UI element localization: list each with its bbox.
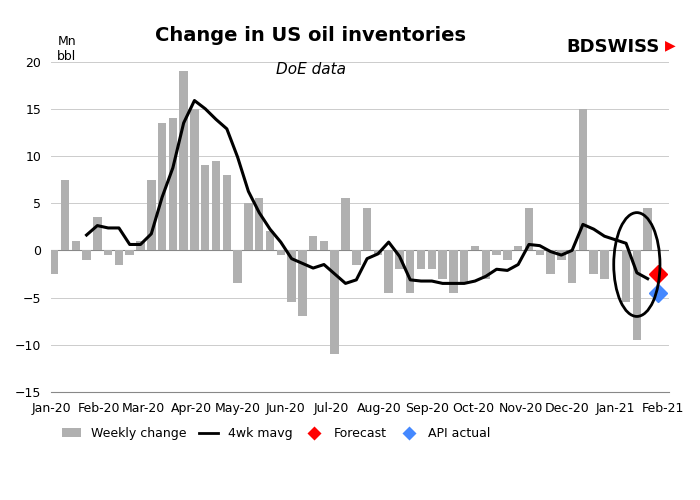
Bar (525, 208, 533, 250)
Bar (438, 250, 447, 278)
Bar (298, 250, 307, 316)
Bar (83, 250, 91, 260)
Bar (169, 118, 177, 250)
Bar (622, 250, 630, 302)
Bar (309, 236, 317, 250)
Bar (212, 160, 220, 250)
Bar (330, 250, 339, 354)
Text: ▶: ▶ (665, 38, 676, 52)
Bar (320, 241, 328, 250)
Bar (104, 250, 113, 255)
Bar (190, 109, 199, 251)
Bar (158, 123, 167, 250)
Bar (514, 246, 522, 250)
Bar (179, 71, 188, 250)
Bar (147, 180, 155, 250)
Bar (266, 232, 274, 250)
Bar (546, 250, 555, 274)
Bar (633, 250, 641, 340)
Bar (568, 250, 576, 284)
Bar (276, 250, 285, 255)
Bar (93, 218, 102, 250)
Bar (374, 250, 382, 255)
Bar (471, 246, 480, 250)
Bar (428, 250, 436, 269)
Bar (536, 250, 544, 255)
Bar (557, 250, 566, 260)
Bar (482, 250, 490, 278)
Bar (643, 208, 652, 250)
Bar (255, 198, 263, 250)
Bar (125, 250, 134, 255)
Text: Mn
bbl: Mn bbl (57, 35, 76, 63)
Bar (579, 109, 587, 251)
Bar (223, 175, 231, 250)
Bar (589, 250, 598, 274)
Bar (395, 250, 404, 269)
Bar (71, 241, 80, 250)
Bar (406, 250, 414, 293)
Legend: Weekly change, 4wk mavg, Forecast, API actual: Weekly change, 4wk mavg, Forecast, API a… (57, 422, 496, 445)
Bar (416, 250, 426, 269)
Bar (503, 250, 512, 260)
Bar (363, 208, 371, 250)
Bar (136, 241, 145, 250)
Bar (492, 250, 500, 255)
Bar (287, 250, 296, 302)
Text: DoE data: DoE data (276, 62, 346, 76)
Bar (201, 166, 209, 250)
Bar (115, 250, 123, 264)
Bar (384, 250, 393, 293)
Text: BDSWISS: BDSWISS (566, 38, 660, 56)
Bar (233, 250, 242, 284)
Bar (342, 198, 350, 250)
Bar (460, 250, 468, 284)
Bar (352, 250, 361, 264)
Bar (244, 203, 253, 250)
Bar (50, 250, 58, 274)
Bar (61, 180, 69, 250)
Title: Change in US oil inventories: Change in US oil inventories (155, 26, 466, 45)
Bar (600, 250, 609, 278)
Bar (449, 250, 458, 293)
